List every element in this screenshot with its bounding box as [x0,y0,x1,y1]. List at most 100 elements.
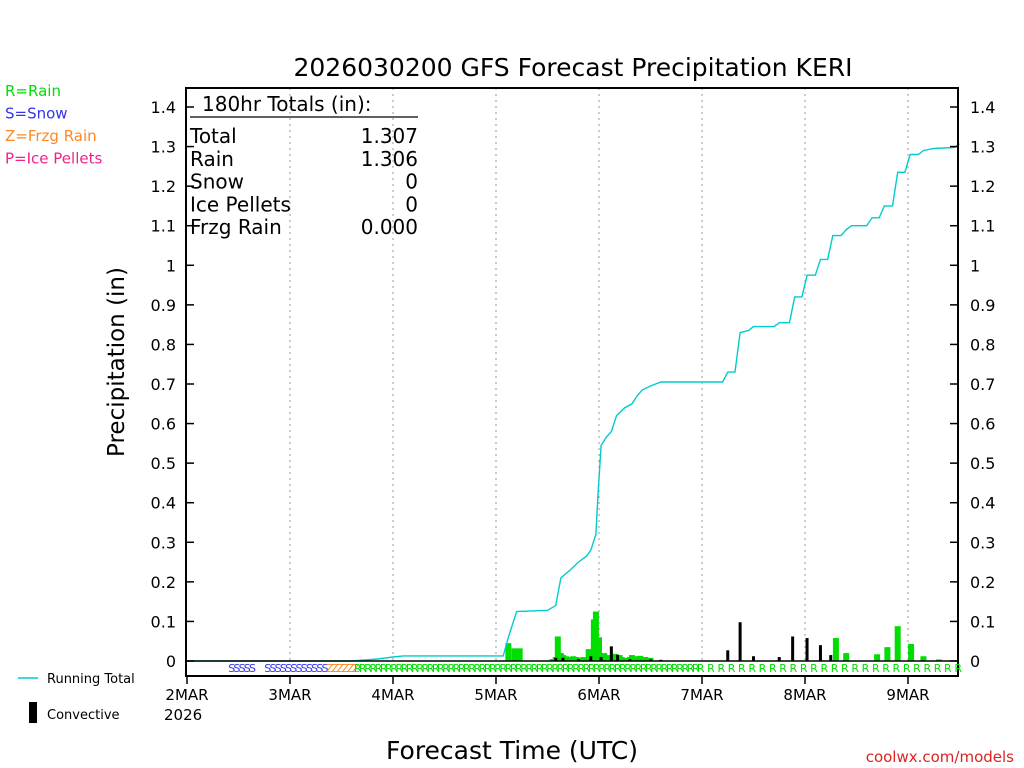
type-marker-92: R [728,662,736,675]
type-marker-94: R [748,662,756,675]
type-marker-88: R [692,662,700,675]
type-marker-13: S [306,662,313,675]
type-marker-79: R [645,662,653,675]
convective-bar-5 [609,646,613,661]
y-tick-label-left-5: 0.5 [151,454,176,473]
rain-bar-3 [549,659,556,661]
type-marker-84: R [671,662,679,675]
totals-row-value-0: 1.307 [361,124,418,148]
rain-bar-2 [516,648,523,661]
type-marker-56: R [525,662,533,675]
x-axis: 2MAR 3MAR 4MAR 5MAR 6MAR 7MAR 8MAR 9MAR [165,676,930,704]
type-marker-1: S [233,662,240,675]
type-marker-26: R [369,662,377,675]
y-tick-label-right-3: 0.3 [970,533,995,552]
rain-bar-26 [632,656,639,661]
rain-bar-19 [604,655,611,661]
y-tick-label-right-9: 0.9 [970,296,995,315]
type-marker-23: R [354,662,362,675]
type-marker-64: R [567,662,575,675]
type-marker-42: R [453,662,461,675]
plot-frame [185,87,959,677]
rain-bar-35 [908,643,915,661]
rain-bar-22 [618,657,625,661]
type-marker-93: R [738,662,746,675]
type-marker-68: R [588,662,596,675]
type-marker-95: R [759,662,767,675]
type-marker-57: R [531,662,539,675]
type-marker-15: S [316,662,323,675]
type-marker-3: S [244,662,251,675]
type-marker-107: R [882,662,890,675]
x-tick-label-2: 4MAR [371,686,414,704]
type-marker-72: R [609,662,617,675]
chart-title: 2026030200 GFS Forecast Precipitation KE… [293,53,852,82]
type-marker-63: R [562,662,570,675]
type-marker-29: R [385,662,393,675]
type-marker-44: R [463,662,471,675]
legend-type-3: P=Ice Pellets [5,150,102,168]
rain-bar-13 [580,657,587,661]
convective-bar-0 [554,657,558,661]
type-marker-101: R [820,662,828,675]
type-marker-14: S [311,662,318,675]
type-marker-39: R [437,662,445,675]
y-tick-label-left-0: 0 [166,652,176,671]
convective-bar-8 [649,659,652,661]
type-marker-33: R [406,662,414,675]
rain-bar-10 [570,656,577,661]
type-marker-7: S [275,662,282,675]
totals-row-label-1: Rain [190,147,234,171]
type-marker-47: R [479,662,487,675]
type-marker-35: R [416,662,424,675]
type-marker-83: R [666,662,674,675]
type-marker-54: R [515,662,523,675]
type-marker-19: Z [336,662,344,675]
convective-bar-2 [576,659,580,661]
type-marker-78: R [640,662,648,675]
x-tick-label-1: 3MAR [268,686,311,704]
y-axis-right: 0 0.1 0.2 0.3 0.4 0.5 0.6 0.7 0.8 0.9 1 1.1 1.2 1.3 1.… [950,98,995,671]
type-marker-86: R [681,662,689,675]
type-marker-108: R [893,662,901,675]
type-marker-58: R [536,662,544,675]
type-marker-106: R [872,662,880,675]
type-marker-25: R [364,662,372,675]
type-marker-81: R [655,662,663,675]
convective-bar-14 [791,636,795,661]
type-marker-59: R [541,662,549,675]
type-marker-80: R [650,662,658,675]
y-tick-label-right-14: 1.4 [970,98,995,117]
type-marker-61: R [551,662,559,675]
rain-bar-23 [621,657,628,661]
convective-bar-12 [752,656,755,661]
x-axis-title: Forecast Time (UTC) [386,736,638,765]
y-tick-label-left-4: 0.4 [151,494,176,513]
convective-bar-4 [599,657,603,661]
type-marker-6: S [269,662,276,675]
type-marker-90: R [707,662,715,675]
y-tick-label-right-6: 0.6 [970,415,995,434]
convective-bar-6 [616,654,620,661]
type-marker-24: R [359,662,367,675]
type-marker-98: R [790,662,798,675]
type-marker-37: R [427,662,435,675]
type-marker-22: Z [352,662,360,675]
type-marker-28: R [380,662,388,675]
type-marker-76: R [629,662,637,675]
type-marker-41: R [447,662,455,675]
type-marker-97: R [779,662,787,675]
y-tick-label-right-10: 1 [970,256,980,275]
type-marker-45: R [468,662,476,675]
rain-bar-32 [874,654,881,661]
type-marker-46: R [473,662,481,675]
type-marker-104: R [851,662,859,675]
totals-row-value-2: 0 [405,170,418,194]
y-tick-label-left-7: 0.7 [151,375,176,394]
type-marker-12: S [301,662,308,675]
type-marker-74: R [619,662,627,675]
totals-row-label-2: Snow [190,170,244,194]
type-marker-8: S [280,662,287,675]
type-marker-10: S [290,662,297,675]
